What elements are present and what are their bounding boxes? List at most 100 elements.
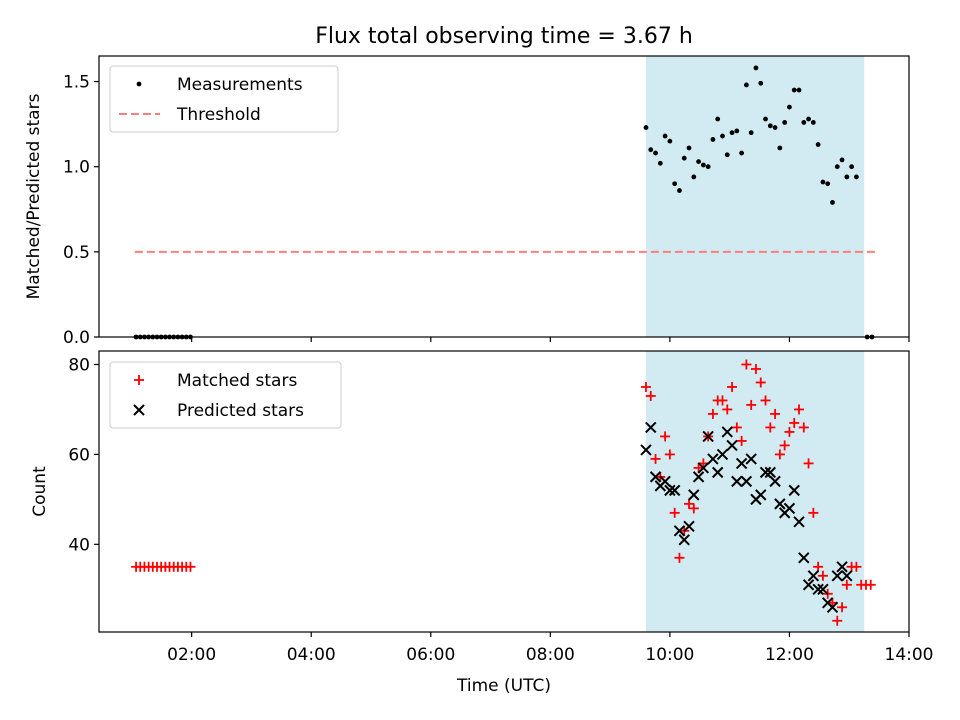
y-tick-label: 40 — [68, 535, 90, 555]
predicted-star-point — [817, 583, 829, 595]
predicted-star-point — [702, 430, 714, 443]
measurement-point — [763, 116, 768, 122]
predicted-star-point — [812, 583, 824, 595]
x-tick-label: 08:00 — [526, 645, 575, 665]
measurement-point — [801, 120, 807, 125]
x-axis-label: Time (UTC) — [456, 676, 551, 696]
measurement-point — [853, 174, 859, 180]
matched-star-point — [746, 399, 757, 410]
measurement-point — [696, 159, 701, 164]
measurement-point — [806, 116, 811, 122]
measurement-point — [834, 164, 840, 170]
matched-star-point — [813, 561, 824, 572]
matched-star-point — [750, 363, 761, 374]
count-y-axis-label: Count — [30, 466, 50, 517]
matched-star-point — [684, 498, 695, 509]
measurement-point — [715, 116, 721, 122]
x-tick-label: 04:00 — [287, 645, 336, 665]
matched-star-point — [784, 426, 795, 437]
y-tick-label: 0.5 — [63, 243, 90, 263]
predicted-star-point — [774, 498, 786, 510]
matched-star-point — [779, 440, 790, 451]
matched-star-point — [803, 458, 814, 469]
legend-measurements-label: Measurements — [177, 75, 303, 95]
measurement-point — [648, 147, 654, 153]
measurement-point — [796, 87, 802, 93]
matched-star-point — [808, 507, 819, 518]
legend-threshold-label: Threshold — [176, 105, 261, 125]
legend-matched-label: Matched stars — [177, 371, 297, 391]
y-tick-label: 80 — [68, 355, 90, 375]
matched-star-point — [841, 579, 852, 590]
measurement-point — [724, 152, 730, 158]
measurement-point — [700, 162, 706, 168]
ratio-legend: Measurements Threshold — [109, 65, 339, 133]
matched-star-point — [760, 395, 771, 406]
measurement-point — [777, 145, 783, 151]
predicted-star-point — [664, 484, 676, 497]
predicted-star-point — [645, 421, 657, 434]
matched-star-point — [727, 381, 738, 392]
measurement-point — [825, 181, 831, 187]
matched-star-point — [674, 552, 685, 563]
matched-star-point — [645, 390, 656, 401]
measurement-point — [815, 142, 821, 147]
measurement-point — [839, 157, 845, 163]
measurement-point — [657, 160, 663, 166]
measurement-point — [744, 82, 749, 88]
measurement-point — [681, 155, 687, 161]
predicted-star-point — [716, 448, 729, 461]
measurement-point — [643, 125, 649, 130]
measurement-point — [787, 104, 792, 110]
measurement-point — [672, 181, 678, 187]
observing-window — [645, 56, 865, 337]
count-panel-frame — [98, 350, 910, 633]
matched-star-point — [755, 377, 766, 388]
measurement-point — [734, 128, 740, 134]
matched-star-point — [837, 602, 848, 613]
matched-star-point — [832, 615, 843, 626]
matched-star-point — [650, 453, 661, 464]
legend-predicted-marker — [133, 404, 145, 416]
ratio-panel: 0.0 0.5 1.0 1.5 Matched/Predicted stars Mea… — [24, 55, 910, 348]
count-panel: 40 60 80 02:00 04:00 06:00 08:00 10:00 12:00 14:… — [30, 350, 934, 696]
predicted-star-point — [836, 561, 848, 573]
measurement-point — [691, 174, 697, 180]
x-tick-label: 06:00 — [406, 645, 455, 665]
matched-star-point — [640, 381, 651, 392]
predicted-star-point — [668, 484, 681, 497]
predicted-star-point — [745, 453, 757, 465]
predicted-star-point — [755, 489, 767, 501]
x-tick-label: 14:00 — [885, 645, 934, 665]
predicted-star-point — [688, 489, 700, 501]
predicted-star-point — [788, 484, 800, 497]
y-tick-label: 0.0 — [63, 328, 90, 348]
measurement-point — [705, 164, 711, 170]
matched-star-point — [770, 408, 781, 419]
predicted-star-point — [831, 570, 843, 582]
measurement-point — [758, 80, 764, 86]
predicted-star-point — [740, 475, 753, 488]
matched-star-point — [736, 435, 747, 446]
measurement-point — [720, 133, 725, 139]
ratio-panel-frame — [98, 55, 910, 338]
measurement-point — [739, 150, 745, 156]
predicted-star-point — [802, 579, 815, 591]
predicted-star-point — [841, 570, 853, 582]
predicted-star-point — [793, 516, 805, 528]
predicted-star-point — [712, 466, 724, 479]
measurement-point — [830, 200, 835, 205]
matched-star-point — [660, 431, 671, 442]
x-tick-label: 02:00 — [167, 645, 216, 665]
matched-star-point — [865, 579, 876, 590]
matched-star-point — [794, 404, 805, 415]
predicted-star-point — [697, 462, 710, 474]
y-tick-label: 1.0 — [63, 158, 90, 178]
predicted-star-point — [692, 471, 705, 483]
measurement-point — [662, 133, 668, 139]
matched-star-point — [774, 449, 785, 460]
predicted-star-point — [826, 601, 839, 613]
matched-star-point — [688, 503, 699, 514]
legend-predicted-label: Predicted stars — [177, 401, 304, 421]
observing-window — [645, 351, 865, 632]
